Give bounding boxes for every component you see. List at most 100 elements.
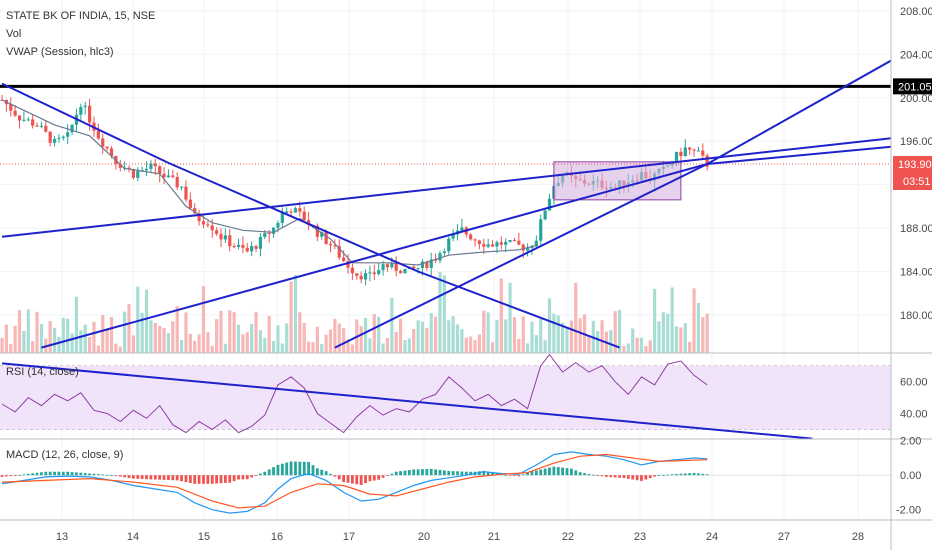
macd-histogram-bar bbox=[591, 474, 595, 476]
macd-histogram-bar bbox=[570, 468, 573, 476]
candle-body bbox=[403, 268, 407, 274]
volume-bar bbox=[447, 320, 451, 353]
volume-bar bbox=[241, 334, 245, 353]
candle-body bbox=[390, 262, 394, 268]
macd-histogram-bar bbox=[683, 473, 687, 476]
trendline[interactable] bbox=[1, 82, 620, 349]
macd-histogram-bar bbox=[127, 475, 131, 478]
volume-bar bbox=[162, 327, 166, 353]
volume-bar bbox=[320, 343, 324, 353]
candle-body bbox=[232, 246, 236, 248]
trendline[interactable] bbox=[334, 0, 932, 349]
candle-body bbox=[26, 119, 30, 121]
candle-body bbox=[215, 230, 219, 234]
macd-histogram-bar bbox=[0, 475, 4, 477]
candle-body bbox=[547, 198, 552, 211]
time-tick-label: 17 bbox=[343, 531, 355, 543]
macd-legend[interactable]: MACD (12, 26, close, 9) bbox=[6, 449, 123, 461]
volume-bar bbox=[201, 285, 206, 353]
time-axis[interactable]: 13 14 15 16 17 20 21 22 23 24 27 28 bbox=[56, 531, 864, 543]
candle-body bbox=[241, 244, 245, 248]
volume-bar bbox=[438, 271, 442, 353]
volume-bar bbox=[215, 319, 219, 353]
macd-histogram-bar bbox=[223, 475, 227, 483]
candle-body bbox=[254, 245, 258, 249]
candle-body bbox=[469, 234, 473, 240]
macd-axis[interactable]: 2.00 0.00 -2.00 bbox=[896, 436, 921, 517]
macd-histogram-bar bbox=[289, 461, 293, 476]
rsi-axis[interactable]: 60.00 40.00 bbox=[900, 377, 928, 421]
volume-bar bbox=[477, 334, 482, 353]
candle-body bbox=[184, 186, 188, 200]
macd-histogram-bar bbox=[145, 475, 148, 480]
volume-bar bbox=[232, 312, 236, 353]
volume-bar bbox=[144, 289, 149, 353]
volume-bar bbox=[407, 338, 411, 353]
macd-histogram-bar bbox=[486, 471, 490, 476]
macd-histogram-bar bbox=[460, 471, 464, 476]
time-tick-label: 24 bbox=[706, 531, 718, 543]
candle-body bbox=[236, 244, 241, 247]
rectangle-drawing[interactable] bbox=[553, 161, 682, 201]
candle-body bbox=[263, 232, 267, 237]
volume-bar bbox=[298, 312, 302, 353]
volume-legend[interactable]: Vol bbox=[6, 28, 21, 40]
macd-histogram-bar bbox=[386, 475, 389, 476]
macd-histogram-bar bbox=[565, 468, 569, 476]
price-tick-label: 200.00 bbox=[900, 93, 932, 105]
macd-histogram-bar bbox=[75, 472, 78, 476]
rsi-legend[interactable]: RSI (14, close) bbox=[6, 366, 79, 378]
candle-body bbox=[127, 167, 131, 170]
volume-bar bbox=[193, 340, 197, 353]
volume-bar bbox=[482, 310, 486, 353]
volume-bar bbox=[543, 340, 547, 353]
macd-histogram-bar bbox=[267, 469, 271, 476]
candle-body bbox=[105, 146, 109, 149]
candle-body bbox=[359, 275, 363, 280]
volume-bar bbox=[539, 317, 543, 353]
macd-histogram-bar bbox=[250, 475, 254, 478]
candle-body bbox=[31, 119, 35, 126]
candle-body bbox=[315, 225, 319, 237]
volume-bar bbox=[254, 311, 258, 353]
volume-bar bbox=[4, 324, 8, 353]
volume-bar bbox=[324, 334, 328, 353]
macd-histogram-bar bbox=[640, 475, 643, 481]
volume-bar bbox=[381, 343, 385, 353]
last-price-label: 193.90 bbox=[898, 159, 932, 171]
candle-body bbox=[442, 251, 446, 254]
volume-bar bbox=[276, 325, 280, 353]
macd-histogram-bar bbox=[44, 471, 48, 476]
macd-histogram-bar bbox=[390, 473, 394, 476]
macd-histogram-bar bbox=[171, 475, 175, 481]
volume-bar bbox=[666, 313, 670, 353]
price-axis[interactable]: 208.00204.00200.00196.00192.00188.00184.… bbox=[900, 6, 932, 322]
trendline[interactable] bbox=[1, 109, 932, 238]
volume-bar bbox=[394, 331, 398, 353]
candle-body bbox=[285, 211, 289, 214]
volume-bar bbox=[674, 326, 679, 353]
volume-bar bbox=[289, 281, 293, 353]
candle-body bbox=[377, 270, 381, 275]
volume-bar bbox=[39, 324, 44, 353]
macd-histogram-bar bbox=[302, 461, 306, 476]
price-tick-label: 204.00 bbox=[900, 49, 932, 61]
volume-bars bbox=[0, 271, 709, 353]
time-tick-label: 15 bbox=[198, 531, 210, 543]
rsi-trendline[interactable] bbox=[1, 362, 813, 440]
macd-histogram-bar bbox=[158, 475, 162, 480]
macd-histogram-bar bbox=[447, 470, 451, 476]
symbol-legend[interactable]: STATE BK OF INDIA, 15, NSE bbox=[6, 10, 155, 22]
volume-bar bbox=[679, 327, 683, 353]
time-tick-label: 16 bbox=[271, 531, 283, 543]
time-tick-label: 22 bbox=[562, 531, 574, 543]
trendlines[interactable] bbox=[1, 0, 932, 349]
macd-histogram-bar bbox=[210, 475, 214, 484]
vwap-legend[interactable]: VWAP (Session, hlc3) bbox=[6, 46, 114, 58]
volume-bar bbox=[206, 332, 210, 353]
volume-bar bbox=[127, 304, 131, 353]
macd-histogram-bar bbox=[149, 475, 153, 480]
macd-histogram-bar bbox=[333, 475, 337, 477]
macd-histogram-bar bbox=[556, 467, 560, 476]
